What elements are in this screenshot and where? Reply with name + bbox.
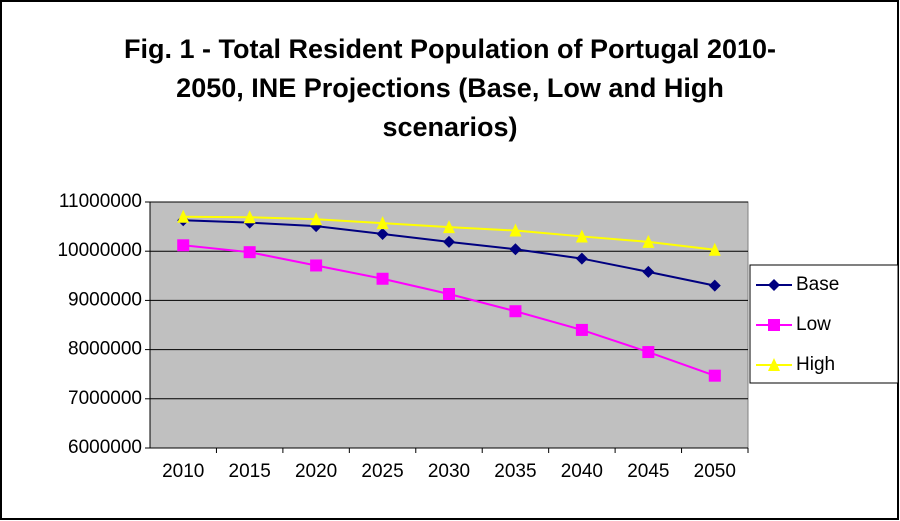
legend-label: Low <box>796 314 831 335</box>
data-point <box>376 272 389 285</box>
y-tick-label: 6000000 <box>68 437 142 458</box>
chart-title: Fig. 1 - Total Resident Population of Po… <box>123 34 777 142</box>
data-point <box>642 265 655 278</box>
data-point <box>642 234 655 248</box>
data-point <box>243 210 256 224</box>
data-point <box>243 246 256 259</box>
data-point <box>642 346 655 359</box>
y-tick-label: 9000000 <box>68 289 142 310</box>
x-tick-label: 2020 <box>295 461 337 482</box>
x-tick-label: 2050 <box>694 461 736 482</box>
data-point <box>443 235 455 248</box>
data-point <box>376 227 389 240</box>
data-point <box>509 223 522 237</box>
legend-marker <box>768 279 780 291</box>
data-point <box>509 243 522 256</box>
data-point <box>708 369 721 382</box>
y-tick-label: 11000000 <box>59 191 142 212</box>
y-tick-label: 7000000 <box>68 388 142 409</box>
data-point <box>575 229 588 243</box>
data-point <box>509 305 522 318</box>
y-tick-label: 10000000 <box>57 240 142 261</box>
data-point <box>310 259 323 272</box>
legend-marker <box>768 319 780 331</box>
legend-marker <box>768 358 780 371</box>
data-point <box>376 216 389 230</box>
x-tick-label: 2010 <box>162 461 204 482</box>
x-tick-label: 2045 <box>627 461 669 482</box>
x-tick-label: 2030 <box>428 461 470 482</box>
x-tick-label: 2025 <box>361 461 403 482</box>
x-tick-label: 2015 <box>229 461 271 482</box>
data-point <box>177 209 190 223</box>
legend-label: Base <box>796 274 839 295</box>
data-point <box>310 212 323 226</box>
data-point <box>708 279 721 292</box>
legend-label: High <box>796 354 835 375</box>
x-tick-label: 2035 <box>494 461 536 482</box>
x-tick-label: 2040 <box>561 461 603 482</box>
data-point <box>575 323 588 336</box>
data-point <box>708 242 721 256</box>
data-point <box>443 220 455 234</box>
data-point <box>443 288 455 301</box>
data-point <box>177 239 190 252</box>
y-tick-label: 8000000 <box>68 339 142 360</box>
data-point <box>575 252 588 265</box>
